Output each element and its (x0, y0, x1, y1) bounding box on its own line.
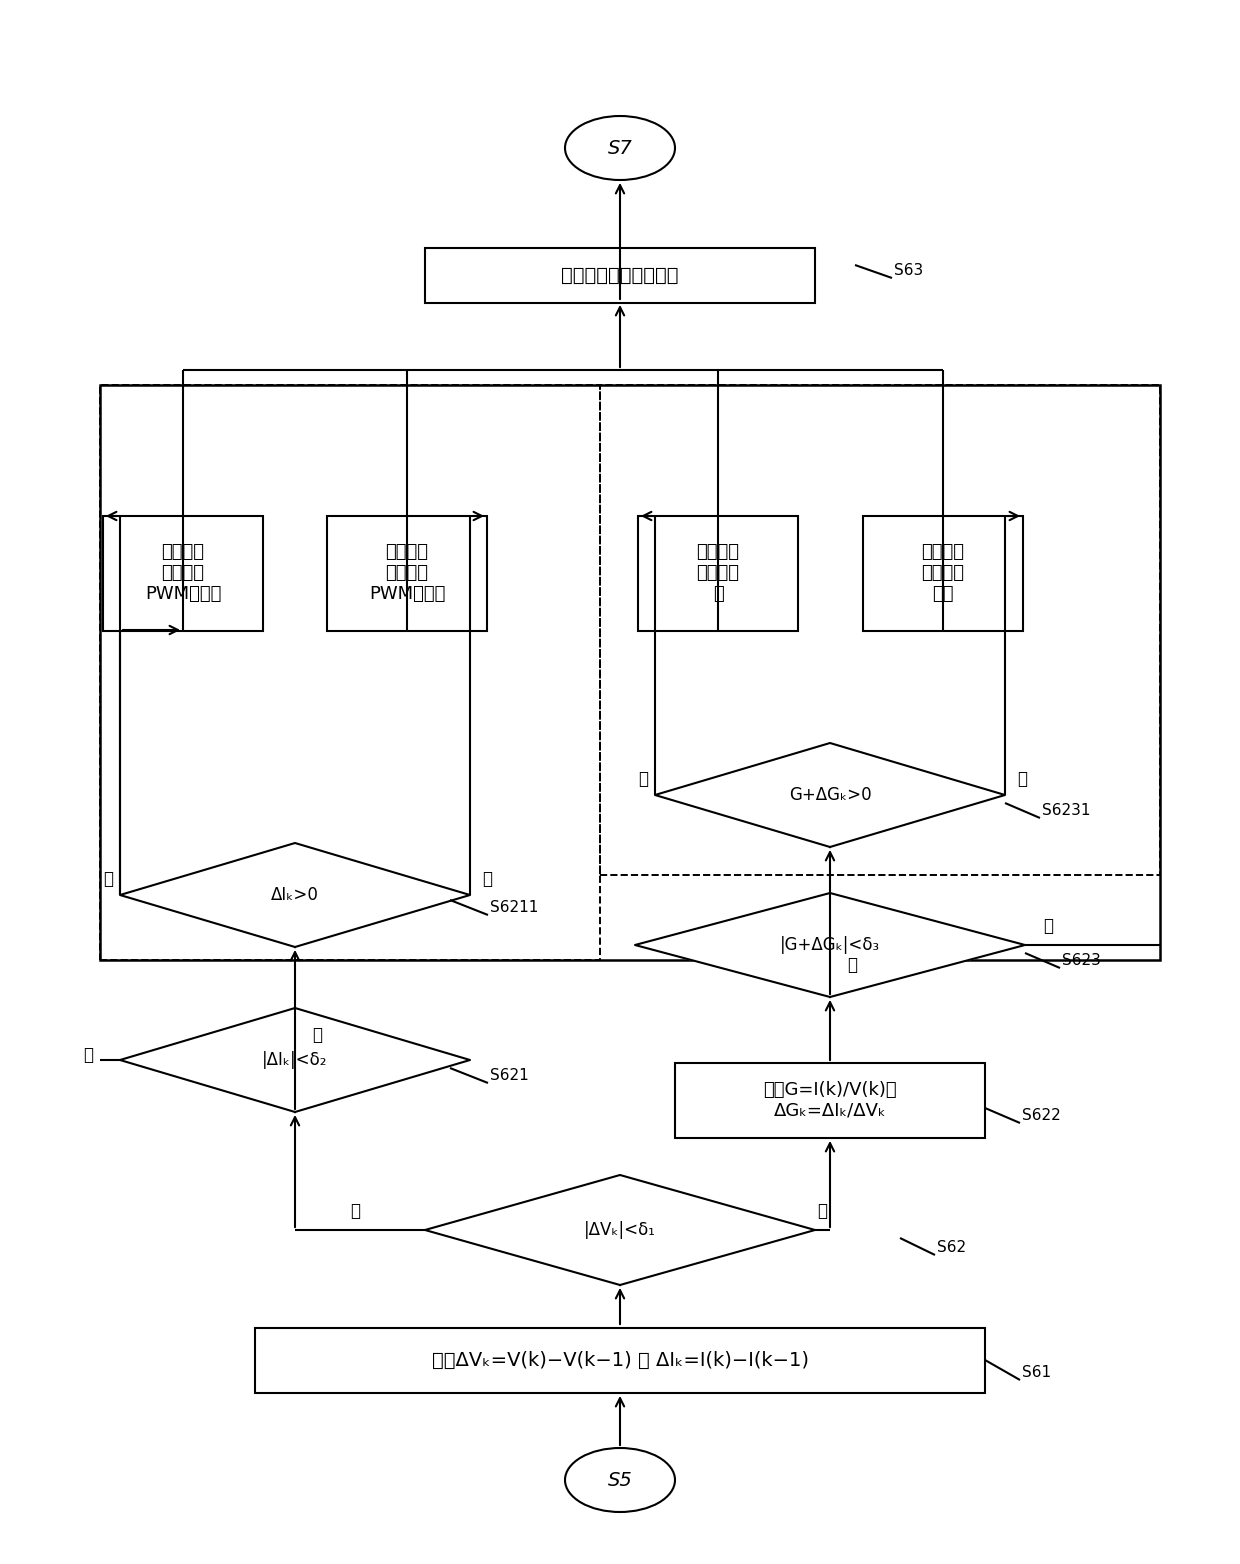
Text: S61: S61 (1022, 1365, 1052, 1379)
Polygon shape (120, 843, 470, 946)
Text: S622: S622 (1022, 1107, 1060, 1123)
Text: 按照一定
步长增加
PWM占空比: 按照一定 步长增加 PWM占空比 (145, 543, 221, 602)
Text: 是: 是 (350, 1203, 360, 1220)
Ellipse shape (565, 1448, 675, 1512)
Text: S6211: S6211 (490, 899, 538, 915)
Text: |ΔVₖ|<δ₁: |ΔVₖ|<δ₁ (584, 1221, 656, 1239)
Text: 否: 否 (312, 1026, 322, 1045)
Text: 按照一定
步长减少
电压: 按照一定 步长减少 电压 (921, 543, 965, 602)
Text: S621: S621 (490, 1068, 528, 1082)
FancyBboxPatch shape (425, 247, 815, 302)
FancyBboxPatch shape (255, 1328, 985, 1392)
Text: 按照一定
步长减少
PWM占空比: 按照一定 步长减少 PWM占空比 (368, 543, 445, 602)
Text: 是: 是 (1043, 917, 1053, 935)
FancyBboxPatch shape (103, 516, 263, 630)
Polygon shape (425, 1175, 815, 1286)
Text: 否: 否 (482, 870, 492, 888)
FancyBboxPatch shape (639, 516, 799, 630)
Text: 是: 是 (83, 1046, 93, 1064)
Text: S5: S5 (608, 1470, 632, 1489)
Text: S6231: S6231 (1042, 802, 1090, 818)
Ellipse shape (565, 116, 675, 180)
Text: |G+ΔGₖ|<δ₃: |G+ΔGₖ|<δ₃ (780, 935, 880, 954)
Text: |ΔIₖ|<δ₂: |ΔIₖ|<δ₂ (262, 1051, 327, 1070)
Text: G+ΔGₖ>0: G+ΔGₖ>0 (789, 787, 872, 804)
Text: 是: 是 (639, 769, 649, 788)
Text: 是: 是 (103, 870, 113, 888)
Text: 计算G=I(k)/V(k)和
ΔGₖ=ΔIₖ/ΔVₖ: 计算G=I(k)/V(k)和 ΔGₖ=ΔIₖ/ΔVₖ (763, 1081, 897, 1120)
Polygon shape (655, 743, 1004, 848)
FancyBboxPatch shape (675, 1062, 985, 1137)
Text: S63: S63 (894, 263, 924, 278)
Text: S7: S7 (608, 139, 632, 158)
Text: 计算ΔVₖ=V(k)−V(k−1) 和 ΔIₖ=I(k)−I(k−1): 计算ΔVₖ=V(k)−V(k−1) 和 ΔIₖ=I(k)−I(k−1) (432, 1350, 808, 1370)
Text: S623: S623 (1061, 952, 1101, 968)
FancyBboxPatch shape (863, 516, 1023, 630)
FancyBboxPatch shape (327, 516, 487, 630)
Text: S62: S62 (937, 1240, 966, 1254)
Text: 否: 否 (1017, 769, 1027, 788)
Polygon shape (120, 1009, 470, 1112)
Text: 完成最大功率点的微调: 完成最大功率点的微调 (562, 266, 678, 285)
Polygon shape (635, 893, 1025, 996)
Text: 否: 否 (847, 956, 857, 974)
Text: 以一定步
长增加电
压: 以一定步 长增加电 压 (697, 543, 739, 602)
Text: 否: 否 (817, 1203, 827, 1220)
Text: ΔIₖ>0: ΔIₖ>0 (272, 885, 319, 904)
